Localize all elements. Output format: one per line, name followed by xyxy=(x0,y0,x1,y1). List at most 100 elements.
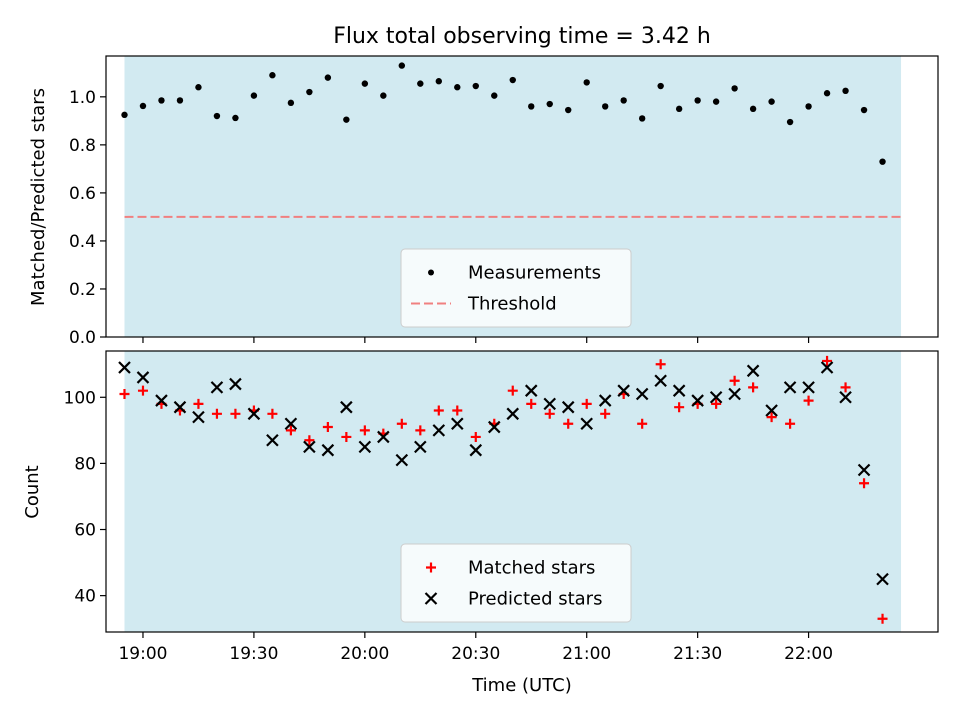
data-point xyxy=(287,99,295,107)
data-point xyxy=(192,410,205,424)
data-point xyxy=(877,613,888,624)
data-point xyxy=(303,440,316,454)
axes-frame xyxy=(105,55,939,338)
data-point xyxy=(491,92,498,99)
y-tick-label: 0.2 xyxy=(69,280,96,300)
x-tick-label: 19:00 xyxy=(118,644,167,664)
data-point xyxy=(526,398,537,409)
data-point xyxy=(561,400,575,414)
data-point xyxy=(451,417,464,431)
data-point xyxy=(528,103,535,110)
data-point xyxy=(193,398,204,409)
data-point xyxy=(340,400,353,414)
data-point xyxy=(472,82,479,90)
legend-marker xyxy=(428,269,434,276)
data-point xyxy=(879,158,886,165)
data-point xyxy=(860,106,868,114)
data-point xyxy=(322,422,333,433)
data-point xyxy=(857,463,871,477)
data-point xyxy=(250,92,258,99)
y-tick-label: 0.0 xyxy=(69,328,96,348)
data-point xyxy=(454,84,461,91)
data-point xyxy=(158,97,165,104)
data-point xyxy=(304,435,315,446)
data-point xyxy=(361,80,369,87)
data-point xyxy=(509,76,516,84)
data-point xyxy=(267,408,278,419)
y-tick-label: 60 xyxy=(74,521,96,541)
chart-title: Flux total observing time = 3.42 h xyxy=(333,24,711,49)
y-tick-label: 40 xyxy=(74,587,96,607)
data-point xyxy=(470,431,481,442)
data-point xyxy=(119,388,130,399)
data-point xyxy=(859,478,870,489)
data-point xyxy=(136,371,150,384)
data-point xyxy=(748,382,759,393)
legend-box xyxy=(400,543,632,623)
data-point xyxy=(600,408,611,419)
data-point xyxy=(820,361,834,374)
data-point xyxy=(469,443,483,457)
data-point xyxy=(524,384,538,397)
data-point xyxy=(543,397,557,411)
data-point xyxy=(176,97,184,104)
data-point xyxy=(583,79,590,86)
data-point xyxy=(229,377,242,391)
axes-frame xyxy=(105,350,939,633)
data-point xyxy=(565,106,572,114)
data-point xyxy=(232,114,239,122)
legend: Matched stars Predicted stars xyxy=(400,543,632,623)
data-point xyxy=(395,453,409,467)
series-dot xyxy=(121,62,886,165)
data-point xyxy=(675,105,683,113)
legend-label: Threshold xyxy=(467,294,557,315)
x-tick-label: 21:30 xyxy=(673,644,722,664)
y-tick-label: 1.0 xyxy=(69,88,96,108)
y-tick-label: 80 xyxy=(74,454,96,474)
data-point xyxy=(506,407,520,421)
data-point xyxy=(691,394,704,407)
data-point xyxy=(802,381,815,394)
data-point xyxy=(341,431,352,442)
y-axis-label-top: Matched/Predicted stars xyxy=(28,88,49,306)
series-x xyxy=(118,361,889,586)
data-point xyxy=(765,404,778,417)
y-tick-label: 100 xyxy=(64,388,96,408)
data-point xyxy=(842,87,849,95)
y-axis-label-bottom: Count xyxy=(22,465,43,518)
data-point xyxy=(728,387,741,401)
data-point xyxy=(487,420,501,434)
data-point xyxy=(785,418,796,429)
x-tick-label: 22:00 xyxy=(784,644,833,664)
data-point xyxy=(602,103,609,110)
data-point xyxy=(266,433,279,447)
data-point xyxy=(768,98,775,105)
data-point xyxy=(414,440,427,454)
data-point xyxy=(580,417,593,431)
data-point xyxy=(415,425,426,436)
x-tick-label: 20:00 xyxy=(340,644,389,664)
data-point xyxy=(876,572,889,586)
x-tick-label: 21:00 xyxy=(562,644,611,664)
data-point xyxy=(694,97,701,104)
data-point xyxy=(729,375,740,386)
data-point xyxy=(247,407,261,421)
data-point xyxy=(731,85,738,92)
data-point xyxy=(432,424,446,437)
data-point xyxy=(839,391,852,404)
y-tick-label: 0.6 xyxy=(69,184,96,204)
data-point xyxy=(749,105,757,113)
legend: Measurements Threshold xyxy=(400,248,632,328)
data-point xyxy=(635,387,649,401)
data-point xyxy=(380,92,387,99)
data-point xyxy=(435,78,442,85)
data-point xyxy=(118,361,131,374)
data-point xyxy=(544,408,555,419)
data-point xyxy=(709,391,723,404)
legend-marker xyxy=(426,562,436,573)
legend-box xyxy=(400,248,632,328)
data-point xyxy=(211,408,222,419)
data-point xyxy=(417,80,424,87)
